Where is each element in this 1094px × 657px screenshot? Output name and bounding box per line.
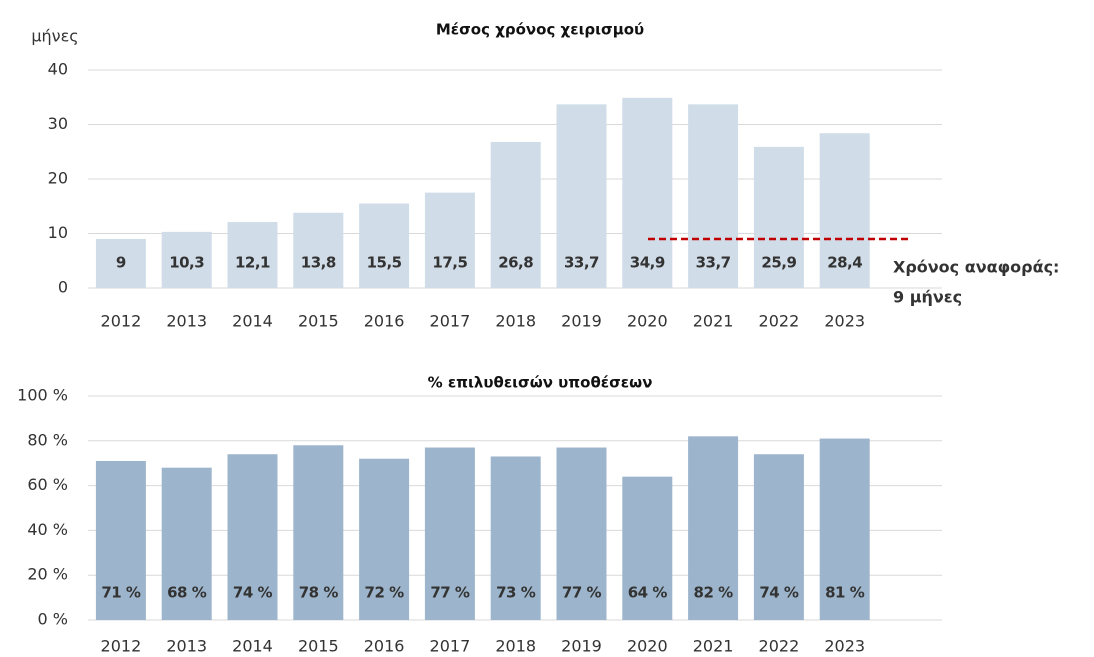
bar — [688, 104, 739, 289]
bar — [556, 104, 607, 289]
x-tick-label: 2020 — [627, 637, 668, 656]
y-tick-label: 20 % — [27, 565, 68, 584]
x-tick-label: 2015 — [298, 637, 339, 656]
value-label: 13,8 — [301, 254, 336, 272]
x-tick-label: 2016 — [364, 637, 405, 656]
value-label: 25,9 — [761, 254, 796, 272]
bar — [819, 133, 870, 288]
y-tick-label: 0 % — [38, 610, 68, 629]
y-tick-label: 60 % — [27, 475, 68, 494]
y-tick-label: 100 % — [17, 386, 68, 405]
x-tick-label: 2017 — [430, 637, 471, 656]
x-tick-label: 2018 — [495, 637, 536, 656]
value-label: 26,8 — [498, 254, 533, 272]
bar — [424, 192, 475, 288]
bar — [359, 203, 410, 288]
bar — [688, 436, 739, 620]
y-tick-label: 20 — [48, 169, 68, 188]
value-label: 78 % — [299, 584, 339, 602]
x-tick-label: 2022 — [759, 637, 800, 656]
x-tick-label: 2023 — [824, 637, 865, 656]
value-label: 73 % — [496, 584, 536, 602]
x-tick-label: 2020 — [627, 312, 668, 331]
y-tick-label: 10 — [48, 223, 68, 242]
x-tick-label: 2019 — [561, 312, 602, 331]
chart-title: Μέσος χρόνος χειρισμού — [436, 21, 644, 39]
x-tick-label: 2018 — [495, 312, 536, 331]
bar — [293, 212, 344, 288]
bar — [227, 454, 278, 620]
bar — [622, 97, 673, 288]
y-axis-label: μήνες — [31, 27, 78, 46]
bar — [819, 438, 870, 620]
value-label: 82 % — [694, 584, 734, 602]
bar — [359, 458, 410, 620]
annotation: 9 μήνες — [893, 288, 962, 307]
x-tick-label: 2015 — [298, 312, 339, 331]
bar — [490, 456, 541, 620]
value-label: 77 % — [430, 584, 470, 602]
value-label: 74 % — [759, 584, 799, 602]
x-tick-label: 2019 — [561, 637, 602, 656]
value-label: 10,3 — [169, 254, 204, 272]
value-label: 74 % — [233, 584, 273, 602]
value-label: 77 % — [562, 584, 602, 602]
x-tick-label: 2014 — [232, 312, 273, 331]
x-tick-label: 2012 — [101, 312, 142, 331]
y-tick-label: 80 % — [27, 430, 68, 449]
value-label: 34,9 — [630, 254, 665, 272]
value-label: 33,7 — [696, 254, 731, 272]
value-label: 68 % — [167, 584, 207, 602]
value-label: 12,1 — [235, 254, 270, 272]
bar — [556, 447, 607, 620]
value-label: 71 % — [101, 584, 141, 602]
x-tick-label: 2023 — [824, 312, 865, 331]
x-tick-label: 2016 — [364, 312, 405, 331]
y-tick-label: 40 — [48, 60, 68, 79]
value-label: 72 % — [365, 584, 405, 602]
y-tick-label: 40 % — [27, 520, 68, 539]
value-label: 64 % — [628, 584, 668, 602]
bar — [293, 445, 344, 620]
value-label: 15,5 — [367, 254, 402, 272]
bar — [424, 447, 475, 620]
bar — [753, 454, 804, 620]
chart-title: % επιλυθεισών υποθέσεων — [428, 374, 653, 392]
value-label: 9 — [116, 254, 126, 272]
value-label: 28,4 — [827, 254, 862, 272]
y-tick-label: 0 — [58, 278, 68, 297]
x-tick-label: 2013 — [166, 312, 207, 331]
x-tick-label: 2014 — [232, 637, 273, 656]
annotation: Χρόνος αναφοράς: — [893, 258, 1059, 277]
x-tick-label: 2012 — [101, 637, 142, 656]
x-tick-label: 2021 — [693, 312, 734, 331]
value-label: 17,5 — [432, 254, 467, 272]
value-label: 81 % — [825, 584, 865, 602]
x-tick-label: 2017 — [430, 312, 471, 331]
bar — [161, 231, 212, 288]
bar — [161, 467, 212, 620]
x-tick-label: 2013 — [166, 637, 207, 656]
bar — [227, 222, 278, 288]
bar — [95, 238, 146, 288]
x-tick-label: 2022 — [759, 312, 800, 331]
x-tick-label: 2021 — [693, 637, 734, 656]
y-tick-label: 30 — [48, 114, 68, 133]
bar — [622, 476, 673, 620]
bar — [95, 460, 146, 620]
bar — [753, 146, 804, 288]
value-label: 33,7 — [564, 254, 599, 272]
bar — [490, 141, 541, 288]
